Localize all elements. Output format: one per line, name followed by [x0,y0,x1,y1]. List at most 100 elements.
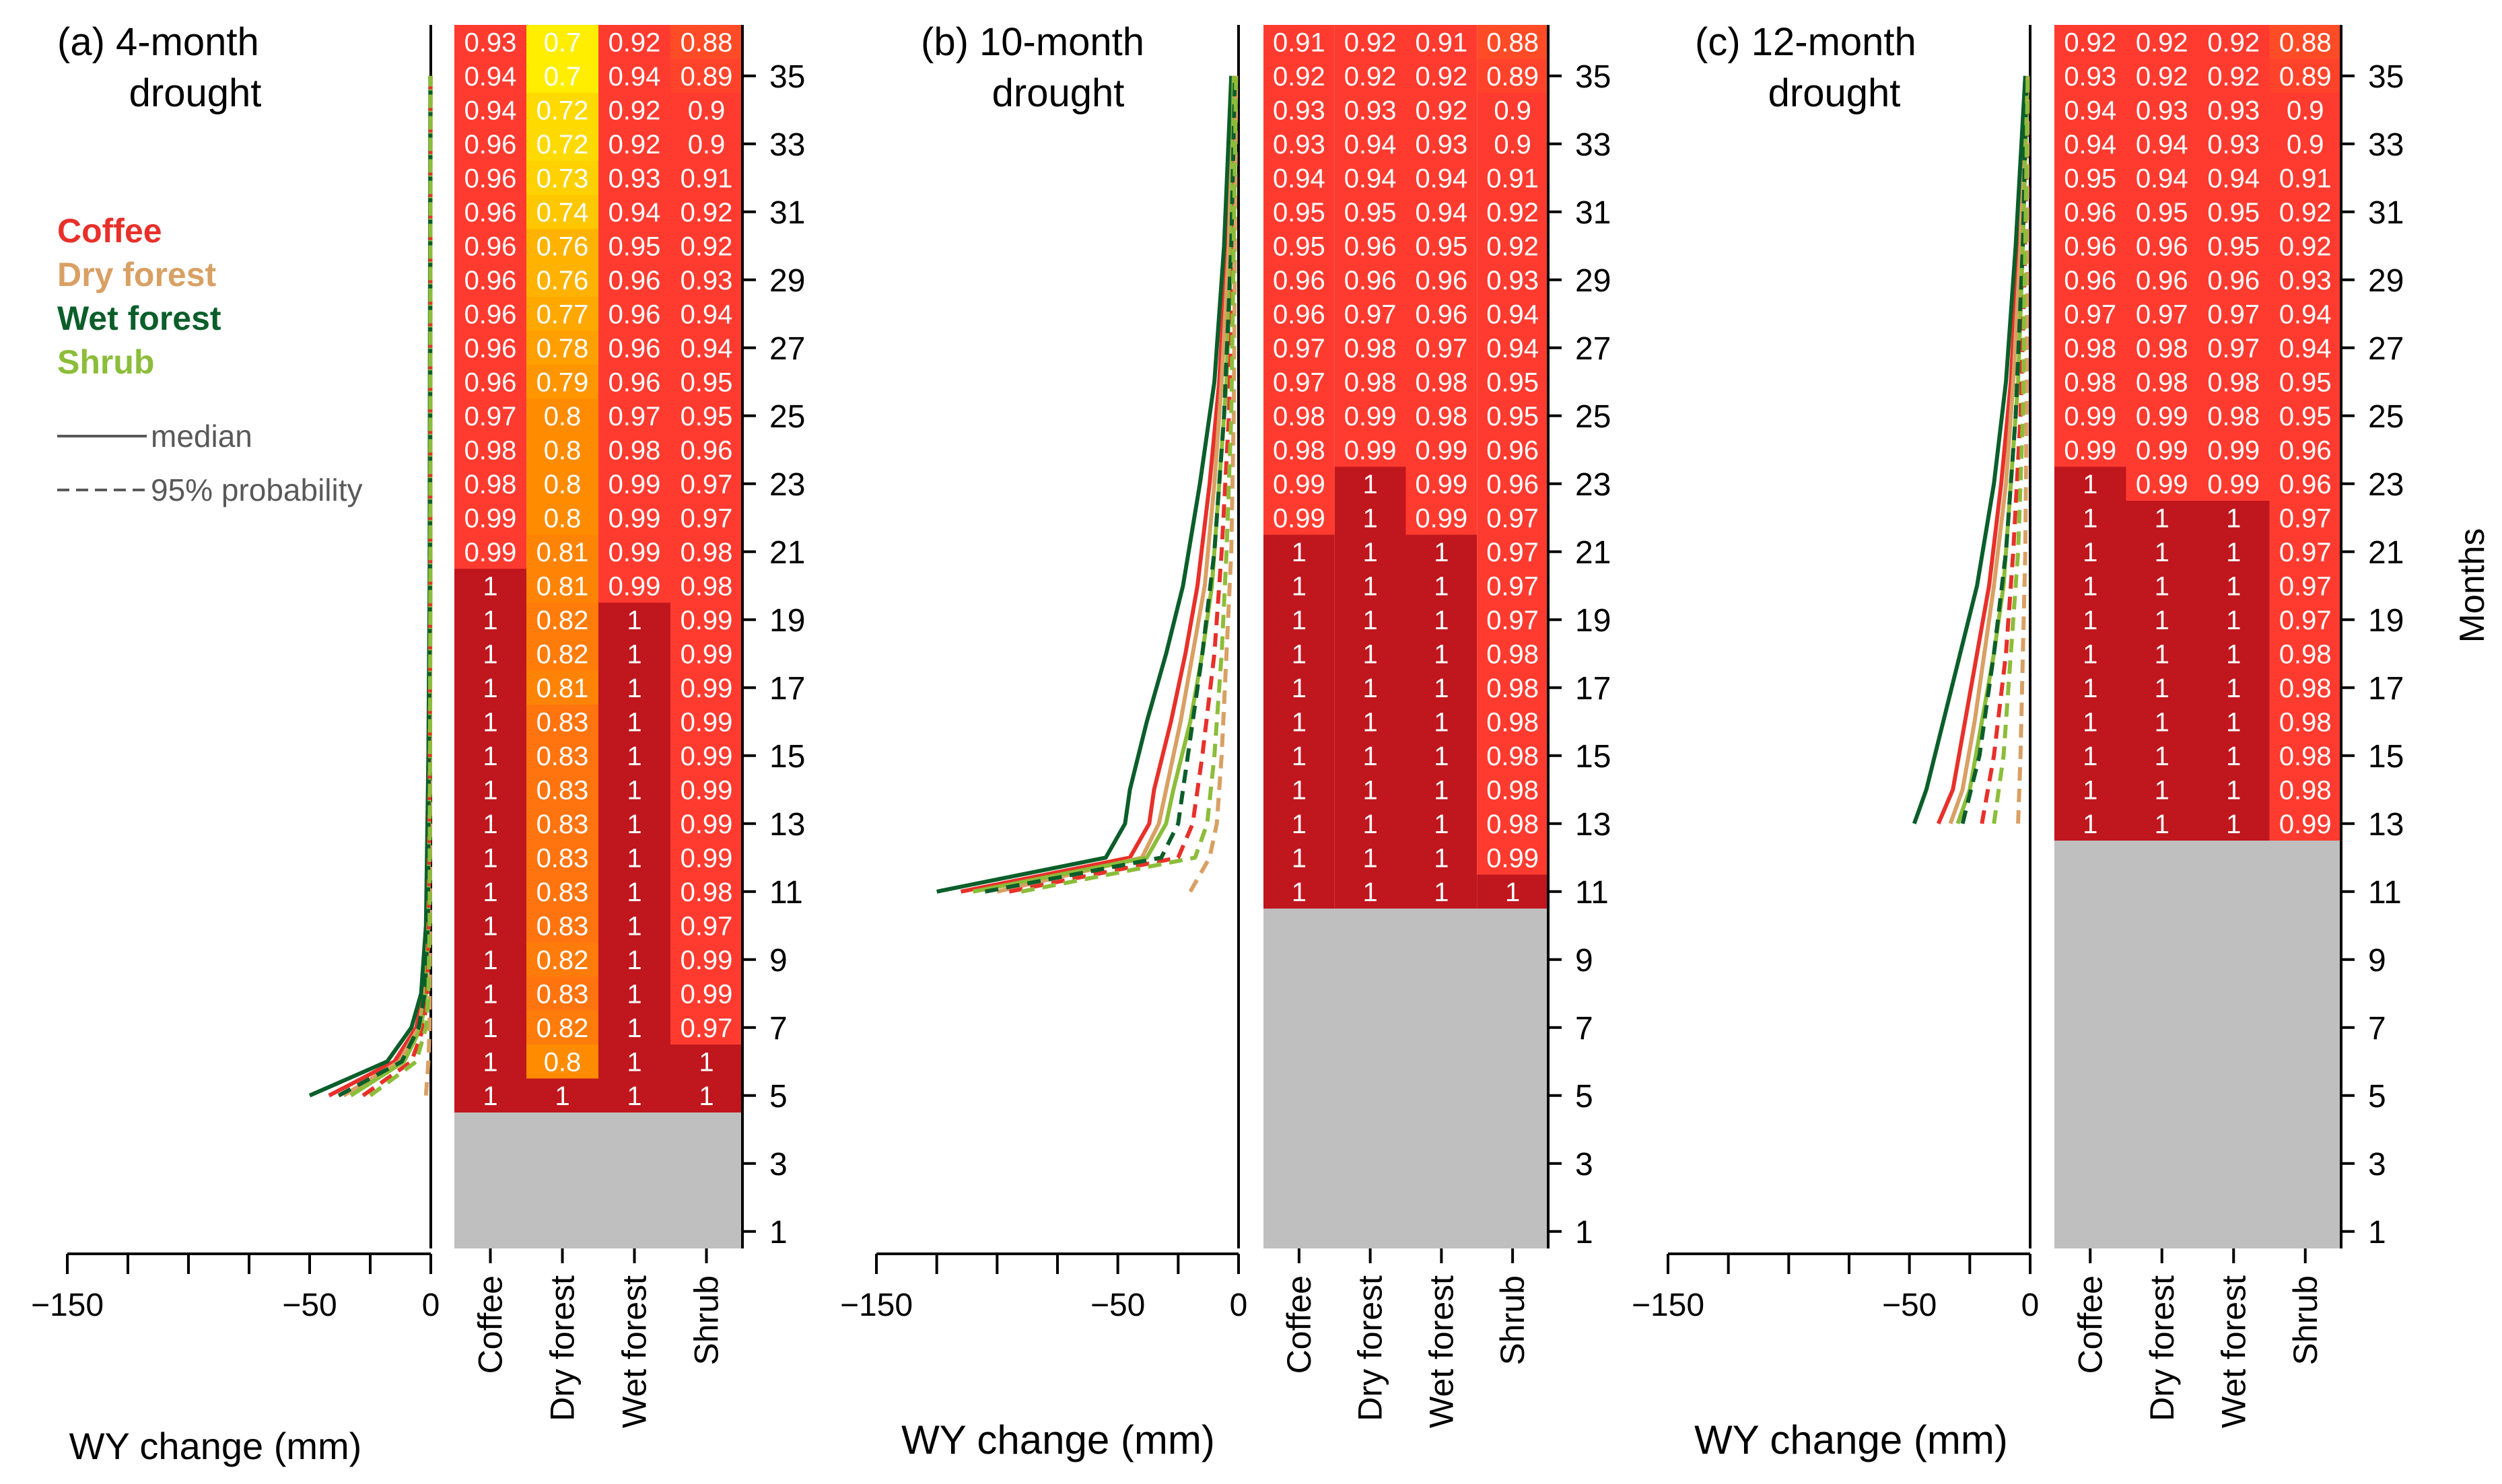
heatmap-cell [454,738,526,773]
heatmap-cell [1477,670,1548,705]
heatmap-cell-label: 0.97 [1415,334,1467,363]
heatmap-cell [2054,59,2126,93]
heatmap-cell [2054,534,2126,569]
heatmap-cell [1405,602,1478,637]
heatmap-cell [2269,330,2341,365]
panel-a: (a) 4-month drought 0.93 0.7 0.92 0.880.94 0… [31,20,805,1467]
heatmap-cell [1334,161,1406,195]
month-tick-label: 1 [1575,1215,1593,1250]
heatmap-cell-label: 0.94 [1273,164,1325,193]
heatmap-cell [1334,297,1406,331]
heatmap-cell-label: 0.92 [2279,232,2332,261]
heatmap-cell [1405,433,1478,467]
heatmap-cell [1477,466,1548,501]
heatmap-cell-label: 0.98 [1486,674,1539,703]
series-shrub-p95 [1020,75,1239,894]
month-tick-label: 19 [1575,603,1611,639]
heatmap-cell-label: 0.92 [1273,62,1325,92]
heatmap-cell-label: 0.98 [2136,367,2188,397]
heatmap-cell-label: 1 [1292,843,1307,873]
heatmap-cell-label: 0.96 [2207,266,2260,295]
heatmap-cell-label: 0.99 [1415,503,1467,533]
heatmap-cell [670,330,742,365]
heatmap-cell-label: 1 [483,843,497,873]
heatmap-cell [2054,806,2126,841]
heatmap-cell [1334,705,1406,739]
heatmap-cell [526,841,598,875]
heatmap-cell-label: 1 [1292,810,1307,839]
month-tick-label: 21 [769,535,805,571]
heatmap-cell-label: 1 [1505,878,1520,907]
series-coffee-p95 [1980,75,2030,824]
heatmap-cell-label: 1 [2155,775,2169,805]
heatmap-cell [2198,229,2270,263]
heatmap-cell [2054,398,2126,433]
heatmap-cell-label: 1 [483,775,497,805]
heatmap-cell-label: 0.96 [2136,232,2188,261]
heatmap-cell [2198,773,2270,807]
heatmap-cell [598,841,670,875]
heatmap-cell [1334,874,1406,909]
column-label: Wet forest [1422,1275,1460,1428]
heatmap-cell-label: 1 [2155,571,2169,601]
heatmap-cell [2126,127,2198,161]
heatmap-cell [598,330,670,365]
heatmap-cell-label: 0.92 [681,198,733,227]
heatmap-cell-label: 0.94 [1486,299,1539,329]
heatmap-cell [2269,670,2341,705]
heatmap-cell [454,534,526,569]
heatmap-cell [598,874,670,909]
heatmap-cell-label: 0.96 [464,130,517,160]
series-shrub-median [349,75,433,1098]
month-tick-label: 31 [769,195,805,231]
heatmap-cell [1334,330,1406,365]
column-label: Shrub [2287,1275,2324,1365]
heatmap-cell-label: 0.99 [609,538,661,567]
heatmap-cell-label: 0.93 [1415,130,1467,160]
heatmap-cell [2269,262,2341,297]
heatmap-cell-label: 0.94 [1486,334,1539,363]
heatmap-cell-label: 1 [1363,606,1378,635]
heatmap-cell [1405,330,1478,365]
heatmap-cell [526,466,598,501]
heatmap-cell-label: 1 [699,1082,714,1111]
heatmap-cell [1334,466,1406,501]
heatmap-cell-label: 0.92 [1344,62,1397,92]
month-tick-label: 35 [1575,59,1611,95]
month-tick-label: 17 [1575,671,1611,707]
heatmap-cell-label: 0.92 [1415,96,1467,125]
heatmap-cell [454,25,526,59]
heatmap-cell [1477,806,1548,841]
heatmap-cell [2126,262,2198,297]
month-tick-label: 9 [2368,943,2386,979]
heatmap-cell-label: 0.92 [2207,28,2260,57]
heatmap-cell [2126,59,2198,93]
heatmap-cell-label: 0.95 [2064,164,2116,193]
heatmap-cell-label: 0.93 [1273,130,1325,160]
legend-p95-label: 95% probability [151,472,363,507]
heatmap-cell [598,25,670,59]
heatmap-cell [2269,773,2341,807]
heatmap-cell [1477,773,1548,807]
heatmap-cell-label: 1 [2155,810,2169,839]
heatmap-cell-label: 0.83 [536,878,589,907]
heatmap-cell [1405,93,1478,127]
heatmap-cell [2198,59,2270,93]
heatmap-cell [598,161,670,195]
month-tick-label: 3 [769,1147,788,1182]
heatmap-cell-label: 0.92 [2064,28,2116,57]
heatmap-cell-label: 0.96 [609,367,661,397]
heatmap-cell [454,161,526,195]
heatmap-cell [1263,262,1335,297]
heatmap-cell [1263,670,1335,705]
heatmap-cell-label: 0.72 [536,130,589,160]
series-shrub-median [972,75,1236,894]
heatmap-cell-label: 0.92 [2279,198,2332,227]
heatmap-cell [454,1078,526,1112]
heatmap-cell [526,705,598,739]
month-tick-label: 5 [2368,1079,2386,1115]
heatmap-cell [2269,738,2341,773]
month-tick-label: 23 [2368,467,2404,503]
heatmap-cell-label: 0.83 [536,843,589,873]
